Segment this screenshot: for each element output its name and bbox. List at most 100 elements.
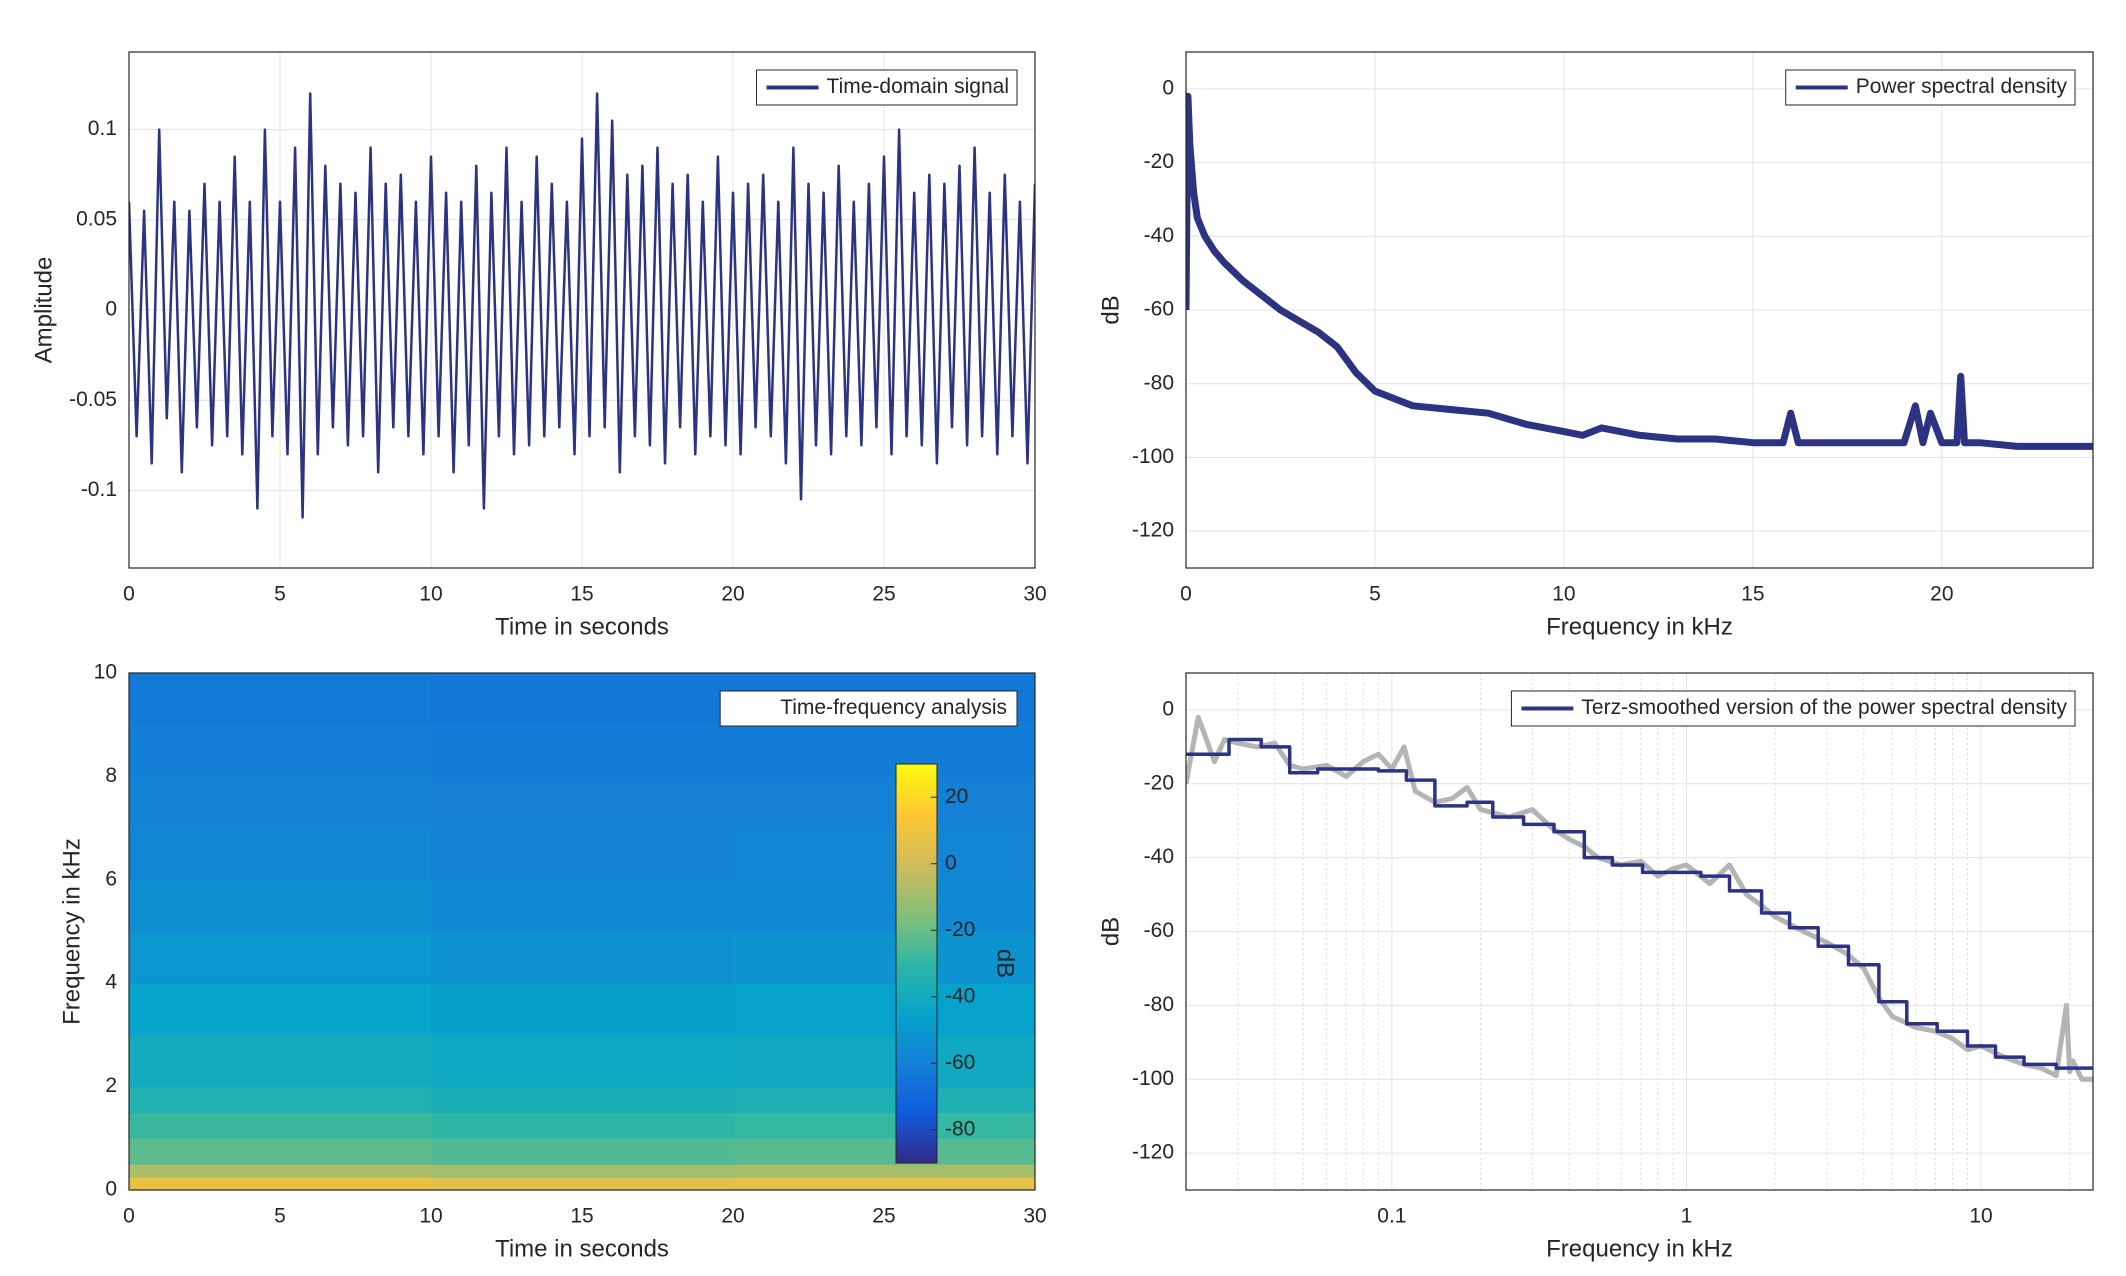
- y-tick-label: -100: [1132, 445, 1174, 468]
- axes-box: [128, 51, 1036, 569]
- heatmap-cell: [129, 1034, 432, 1088]
- x-tick-label: 0: [123, 583, 135, 606]
- legend: Power spectral density: [1785, 69, 2076, 106]
- legend-box: [1510, 690, 2076, 727]
- y-tick-label: -100: [1132, 1067, 1174, 1090]
- x-tick-label: 30: [1023, 583, 1046, 606]
- y-tick-label: 8: [105, 764, 117, 787]
- x-tick-label: 20: [1930, 583, 1953, 606]
- y-axis-label: dB: [1097, 295, 1124, 324]
- colorbar: [895, 763, 938, 1164]
- x-tick-label: 5: [1369, 583, 1381, 606]
- heatmap-cell: [129, 828, 432, 881]
- y-tick-label: 0: [105, 1178, 117, 1201]
- x-tick-label: 0: [1180, 583, 1192, 606]
- heatmap-cell: [733, 1164, 1036, 1178]
- heatmap-cell: [129, 1164, 432, 1178]
- axes-box: [128, 672, 1036, 1191]
- heatmap-cell: [431, 983, 734, 1036]
- x-tick-label: 25: [872, 1205, 895, 1228]
- y-tick-label: -40: [1144, 224, 1174, 247]
- heatmap-cell: [129, 931, 432, 984]
- colorbar-tick-label: 0: [945, 851, 957, 874]
- legend-label: Time-domain signal: [827, 75, 1009, 98]
- y-tick-label: -20: [1144, 771, 1174, 794]
- y-tick-label: 4: [105, 971, 117, 994]
- legend: Terz-smoothed version of the power spect…: [1510, 690, 2076, 727]
- heatmap-cell: [129, 1112, 432, 1139]
- heatmap-cell: [733, 1138, 1036, 1165]
- y-tick-label: 2: [105, 1074, 117, 1097]
- heatmap-cell: [733, 1086, 1036, 1113]
- series-line: [129, 92, 1035, 519]
- x-tick-label: 5: [274, 583, 286, 606]
- colorbar-tick-label: -60: [945, 1051, 975, 1074]
- heatmap-cell: [129, 879, 432, 932]
- x-tick-label: 20: [721, 1205, 744, 1228]
- x-tick-label: 5: [274, 1205, 286, 1228]
- x-axis-label: Frequency in kHz: [1546, 613, 1733, 640]
- colorbar-tick-label: 20: [945, 785, 968, 808]
- x-tick-label: 20: [721, 583, 744, 606]
- heatmap-cell: [129, 673, 432, 726]
- series-line: [1186, 92, 2093, 450]
- heatmap-cell: [733, 931, 1036, 984]
- heatmap-cell: [431, 1177, 734, 1191]
- x-axis-label: Time in seconds: [495, 613, 669, 640]
- x-tick-label: 15: [570, 1205, 593, 1228]
- heatmap-cell: [129, 983, 432, 1036]
- heatmap-cell: [129, 776, 432, 829]
- legend: Time-frequency analysis: [719, 690, 1018, 727]
- legend-label: Time-frequency analysis: [780, 696, 1007, 719]
- heatmap-cell: [733, 879, 1036, 932]
- y-axis-label: dB: [1097, 917, 1124, 946]
- heatmap-cell: [431, 1034, 734, 1088]
- x-tick-label: 10: [419, 1205, 442, 1228]
- y-tick-label: -0.05: [69, 388, 117, 411]
- legend: Time-domain signal: [756, 69, 1018, 106]
- y-tick-label: 0.05: [76, 207, 117, 230]
- heatmap-cell: [733, 1112, 1036, 1139]
- x-tick-label: 0: [123, 1205, 135, 1228]
- y-tick-label: 6: [105, 867, 117, 890]
- y-tick-label: -60: [1144, 298, 1174, 321]
- x-axis-label: Frequency in kHz: [1546, 1235, 1733, 1262]
- heatmap-cell: [733, 776, 1036, 829]
- heatmap-cell: [129, 724, 432, 777]
- heatmap-cell: [431, 1112, 734, 1139]
- heatmap-cell: [431, 724, 734, 777]
- x-tick-label: 10: [1969, 1205, 1992, 1228]
- heatmap-cell: [431, 673, 734, 726]
- heatmap-cell: [431, 879, 734, 932]
- y-tick-label: -60: [1144, 919, 1174, 942]
- heatmap-cell: [733, 983, 1036, 1036]
- legend-label: Power spectral density: [1856, 75, 2068, 98]
- colorbar-label: dB: [992, 949, 1019, 978]
- y-tick-label: 0: [1162, 697, 1174, 720]
- x-tick-label: 15: [1741, 583, 1764, 606]
- heatmap-cell: [733, 828, 1036, 881]
- x-tick-label: 10: [419, 583, 442, 606]
- x-tick-label: 10: [1552, 583, 1575, 606]
- colorbar-tick-label: -40: [945, 984, 975, 1007]
- heatmap-cell: [431, 828, 734, 881]
- heatmap-cell: [733, 1034, 1036, 1088]
- heatmap-cell: [129, 1138, 432, 1165]
- heatmap-cell: [431, 776, 734, 829]
- x-tick-label: 0.1: [1377, 1205, 1406, 1228]
- x-tick-label: 1: [1681, 1205, 1693, 1228]
- series-line: [1186, 737, 2093, 1070]
- heatmap-cell: [733, 724, 1036, 777]
- heatmap-cell: [431, 931, 734, 984]
- y-tick-label: 0: [105, 298, 117, 321]
- colorbar-tick-label: -80: [945, 1117, 975, 1140]
- axes-box: [1185, 672, 2094, 1191]
- x-tick-label: 30: [1023, 1205, 1046, 1228]
- y-axis-label: Amplitude: [30, 257, 57, 364]
- legend-label: Terz-smoothed version of the power spect…: [1581, 696, 2067, 719]
- axes-box: [1185, 51, 2094, 569]
- x-tick-label: 25: [872, 583, 895, 606]
- y-tick-label: -40: [1144, 845, 1174, 868]
- heatmap-cell: [129, 1086, 432, 1113]
